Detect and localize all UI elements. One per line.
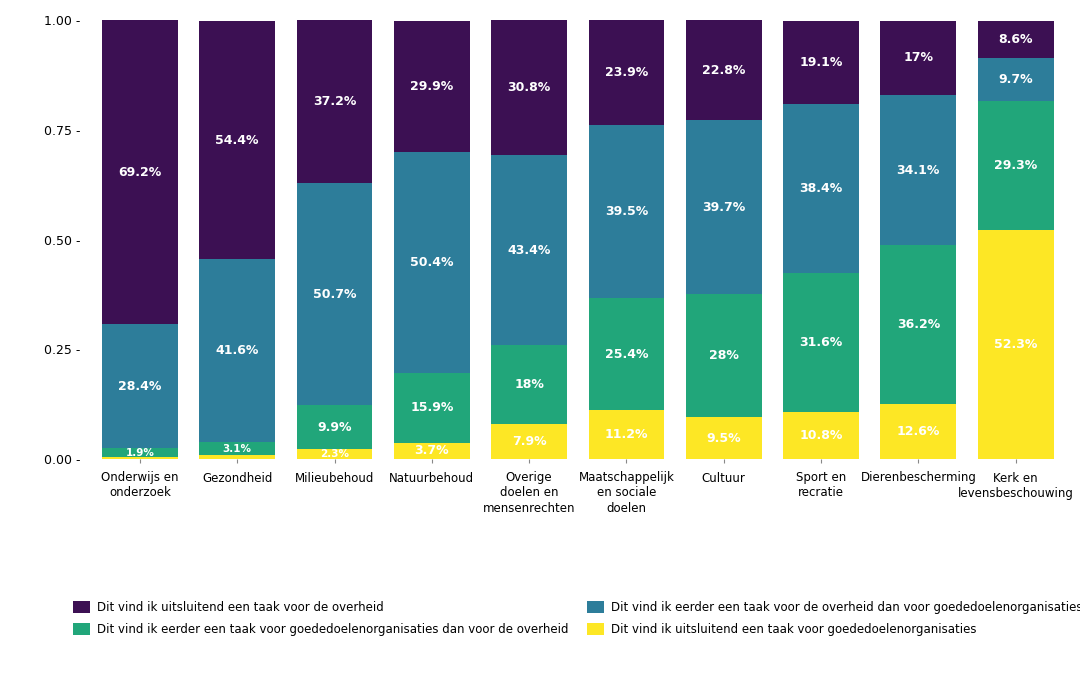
- Text: 28%: 28%: [708, 350, 739, 362]
- Text: 22.8%: 22.8%: [702, 63, 745, 77]
- Bar: [589, 410, 664, 459]
- Bar: [200, 259, 275, 442]
- Text: 50.4%: 50.4%: [410, 256, 454, 269]
- Text: 39.5%: 39.5%: [605, 205, 648, 218]
- Bar: [686, 417, 761, 459]
- Bar: [200, 442, 275, 456]
- Bar: [880, 95, 956, 245]
- Bar: [977, 230, 1054, 459]
- Text: 41.6%: 41.6%: [216, 344, 259, 357]
- Text: 3.1%: 3.1%: [222, 443, 252, 454]
- Bar: [783, 412, 859, 459]
- Text: 9.7%: 9.7%: [998, 73, 1032, 86]
- Text: 43.4%: 43.4%: [508, 244, 551, 256]
- Text: 2.3%: 2.3%: [320, 449, 349, 459]
- Bar: [589, 20, 664, 125]
- Text: 9.5%: 9.5%: [706, 431, 741, 445]
- Text: 18%: 18%: [514, 379, 544, 391]
- Text: 30.8%: 30.8%: [508, 81, 551, 94]
- Text: 29.9%: 29.9%: [410, 80, 454, 92]
- Bar: [491, 346, 567, 425]
- Legend: Dit vind ik uitsluitend een taak voor de overheid, Dit vind ik eerder een taak v: Dit vind ik uitsluitend een taak voor de…: [68, 597, 1080, 641]
- Text: 52.3%: 52.3%: [994, 338, 1038, 351]
- Bar: [491, 20, 567, 155]
- Bar: [686, 294, 761, 417]
- Text: 23.9%: 23.9%: [605, 66, 648, 79]
- Bar: [880, 21, 956, 95]
- Bar: [297, 183, 373, 406]
- Text: 50.7%: 50.7%: [313, 288, 356, 301]
- Bar: [394, 21, 470, 152]
- Bar: [394, 373, 470, 443]
- Bar: [200, 21, 275, 259]
- Text: 39.7%: 39.7%: [702, 201, 745, 214]
- Text: 7.9%: 7.9%: [512, 435, 546, 448]
- Text: 12.6%: 12.6%: [896, 425, 940, 438]
- Text: 69.2%: 69.2%: [119, 165, 162, 179]
- Bar: [783, 105, 859, 273]
- Text: 31.6%: 31.6%: [799, 335, 842, 349]
- Text: 36.2%: 36.2%: [896, 318, 940, 331]
- Text: 28.4%: 28.4%: [118, 379, 162, 393]
- Bar: [880, 245, 956, 404]
- Bar: [686, 20, 761, 120]
- Bar: [297, 406, 373, 449]
- Bar: [589, 298, 664, 410]
- Text: 9.9%: 9.9%: [318, 421, 352, 434]
- Text: 10.8%: 10.8%: [799, 429, 842, 442]
- Bar: [394, 443, 470, 459]
- Bar: [783, 21, 859, 105]
- Text: 37.2%: 37.2%: [313, 95, 356, 108]
- Bar: [977, 101, 1054, 230]
- Bar: [589, 125, 664, 298]
- Text: 38.4%: 38.4%: [799, 182, 842, 195]
- Bar: [783, 273, 859, 412]
- Text: 29.3%: 29.3%: [994, 159, 1037, 171]
- Bar: [491, 155, 567, 346]
- Bar: [394, 152, 470, 373]
- Bar: [200, 456, 275, 459]
- Text: 1.9%: 1.9%: [125, 448, 154, 458]
- Bar: [977, 21, 1054, 59]
- Bar: [297, 20, 373, 183]
- Text: 11.2%: 11.2%: [605, 428, 648, 441]
- Text: 17%: 17%: [903, 51, 933, 65]
- Text: 3.7%: 3.7%: [415, 444, 449, 458]
- Text: 15.9%: 15.9%: [410, 402, 454, 414]
- Bar: [880, 404, 956, 459]
- Bar: [686, 120, 761, 294]
- Text: 34.1%: 34.1%: [896, 163, 940, 177]
- Text: 25.4%: 25.4%: [605, 348, 648, 360]
- Bar: [102, 20, 178, 324]
- Bar: [977, 59, 1054, 101]
- Text: 8.6%: 8.6%: [998, 33, 1032, 46]
- Bar: [102, 457, 178, 459]
- Text: 19.1%: 19.1%: [799, 56, 842, 69]
- Bar: [102, 448, 178, 457]
- Bar: [491, 425, 567, 459]
- Bar: [102, 324, 178, 448]
- Text: 54.4%: 54.4%: [216, 134, 259, 146]
- Bar: [297, 449, 373, 459]
